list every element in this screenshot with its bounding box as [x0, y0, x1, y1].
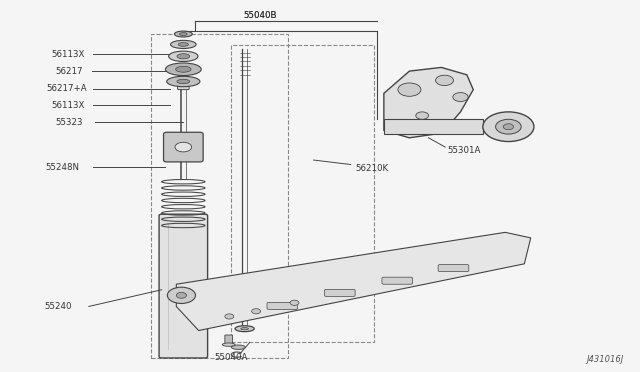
Text: 56217+A: 56217+A: [47, 84, 87, 93]
Circle shape: [503, 124, 513, 130]
Text: 56113X: 56113X: [52, 101, 85, 110]
Circle shape: [483, 112, 534, 141]
Ellipse shape: [177, 54, 189, 59]
Text: 55323: 55323: [55, 118, 83, 127]
Circle shape: [176, 292, 186, 298]
FancyBboxPatch shape: [382, 277, 413, 284]
Circle shape: [175, 142, 191, 152]
Ellipse shape: [222, 343, 235, 346]
Ellipse shape: [241, 328, 248, 330]
Bar: [230, 45, 374, 341]
Polygon shape: [384, 119, 483, 134]
Circle shape: [168, 287, 195, 304]
Text: 55040B: 55040B: [243, 11, 277, 20]
Circle shape: [225, 314, 234, 319]
FancyBboxPatch shape: [177, 77, 189, 90]
Bar: [151, 34, 288, 358]
FancyBboxPatch shape: [164, 132, 203, 162]
Circle shape: [290, 300, 299, 305]
Ellipse shape: [166, 63, 201, 76]
Ellipse shape: [179, 33, 187, 36]
Text: 55248N: 55248N: [45, 163, 79, 172]
Circle shape: [436, 75, 454, 86]
Text: 56113X: 56113X: [52, 50, 85, 59]
Text: J431016J: J431016J: [586, 355, 623, 364]
Ellipse shape: [178, 42, 188, 46]
FancyBboxPatch shape: [438, 264, 468, 272]
Circle shape: [398, 83, 421, 96]
Text: 55301A: 55301A: [448, 146, 481, 155]
Text: 56210K: 56210K: [355, 164, 388, 173]
Ellipse shape: [175, 66, 191, 72]
Circle shape: [416, 112, 429, 119]
Text: 55040B: 55040B: [243, 11, 277, 20]
Polygon shape: [176, 232, 531, 331]
Polygon shape: [384, 67, 473, 138]
Text: 56217: 56217: [55, 67, 83, 76]
Ellipse shape: [167, 76, 200, 87]
Circle shape: [453, 93, 468, 102]
FancyBboxPatch shape: [225, 335, 232, 344]
Ellipse shape: [171, 40, 196, 48]
FancyBboxPatch shape: [267, 302, 298, 310]
Circle shape: [495, 119, 521, 134]
Ellipse shape: [177, 79, 189, 84]
FancyBboxPatch shape: [159, 214, 207, 358]
Ellipse shape: [231, 345, 245, 349]
Ellipse shape: [169, 51, 198, 61]
FancyBboxPatch shape: [324, 289, 355, 296]
Text: 55240: 55240: [44, 302, 72, 311]
Text: 55040A: 55040A: [214, 353, 248, 362]
Ellipse shape: [235, 326, 254, 332]
Ellipse shape: [174, 31, 192, 37]
Circle shape: [252, 309, 260, 314]
